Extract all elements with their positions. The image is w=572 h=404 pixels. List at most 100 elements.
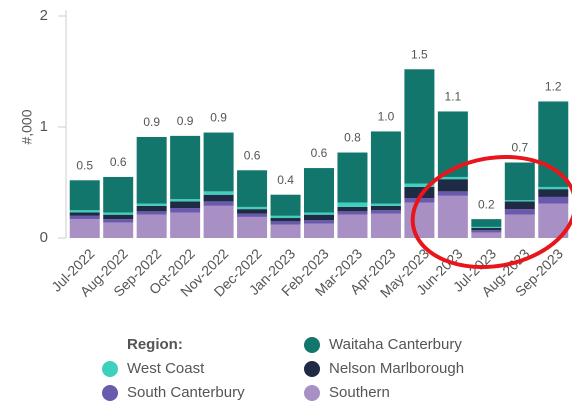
bar-segment	[337, 211, 368, 215]
legend-title: Region:	[127, 336, 183, 353]
bar-segment	[103, 176, 134, 213]
bar-segment	[237, 206, 268, 210]
bar-segment	[504, 201, 535, 210]
legend-swatch	[102, 385, 118, 401]
bar-segment	[203, 205, 234, 238]
bar-segment	[504, 214, 535, 238]
bar-segment	[404, 186, 435, 199]
bar-segment	[337, 206, 368, 212]
bar-segment	[437, 176, 468, 180]
total-label: 0.9	[210, 111, 227, 125]
bar-segment	[337, 152, 368, 203]
y-tick-label: 1	[40, 118, 48, 135]
bar-segment	[103, 212, 134, 215]
total-label: 0.8	[344, 131, 361, 145]
y-tick-label: 0	[40, 229, 48, 246]
bar-segment	[304, 214, 334, 221]
bar-segment	[404, 69, 435, 184]
total-label: 1.1	[445, 90, 462, 104]
y-tick-label: 2	[40, 7, 48, 24]
total-label: 0.5	[76, 158, 93, 172]
total-label: 1.0	[378, 110, 395, 124]
bar-segment	[538, 186, 569, 190]
y-axis-label: #,000	[19, 109, 35, 144]
bar-segment	[337, 202, 368, 207]
legend-label: West Coast	[127, 360, 205, 377]
bar-segment	[538, 196, 569, 204]
bar-segment	[203, 191, 234, 195]
bar-segment	[370, 210, 401, 214]
bar-segment	[370, 131, 401, 204]
bar-segment	[538, 189, 569, 197]
bar-segment	[270, 194, 301, 216]
bar-segment	[103, 214, 134, 220]
bar-segment	[370, 203, 401, 206]
bar-segment	[404, 202, 435, 238]
total-label: 0.9	[177, 114, 194, 128]
bar-segment	[69, 219, 100, 238]
bar-segment	[270, 221, 301, 225]
legend-swatch	[102, 361, 118, 377]
bar-segment	[69, 180, 100, 211]
legend-label: South Canterbury	[127, 384, 245, 401]
bar-segment	[69, 215, 100, 220]
bar-segment	[136, 211, 167, 215]
highlight-ellipse	[410, 154, 572, 270]
bar-segment	[370, 213, 401, 238]
bar-segment	[304, 220, 334, 224]
bar-segment	[304, 212, 334, 215]
bar-segment	[471, 228, 502, 231]
total-label: 0.6	[110, 155, 127, 169]
total-label: 0.2	[478, 197, 495, 211]
bar-segment	[237, 216, 268, 238]
bar-segment	[437, 191, 468, 196]
bar-segment	[471, 219, 502, 227]
bar-segment	[304, 223, 334, 238]
bar-segment	[136, 203, 167, 206]
bar-segment	[504, 200, 535, 202]
bar-segment	[270, 218, 301, 222]
bar-segment	[437, 179, 468, 192]
legend-label: Southern	[329, 384, 390, 401]
bar-segment	[504, 162, 535, 201]
bar-segment	[471, 232, 502, 238]
bar-segment	[504, 209, 535, 215]
bar-segment	[304, 168, 334, 213]
bar-segment	[471, 226, 502, 229]
bar-segment	[103, 219, 134, 223]
bar-segment	[237, 213, 268, 217]
bar-segment	[103, 222, 134, 238]
total-label: 0.6	[244, 148, 261, 162]
bar-segment	[170, 201, 201, 209]
legend-label: Nelson Marlborough	[329, 360, 464, 377]
bar-segment	[270, 215, 301, 219]
bar-segment	[370, 205, 401, 211]
total-label: 1.2	[545, 80, 562, 94]
bar-segment	[404, 183, 435, 187]
total-label: 0.9	[143, 115, 160, 129]
bar-segment	[136, 205, 167, 212]
bar-segment	[136, 136, 167, 204]
bar-segment	[170, 135, 201, 200]
bar-segment	[170, 212, 201, 238]
bar-segment	[270, 224, 301, 238]
legend-swatch	[304, 385, 320, 401]
total-label: 1.5	[411, 47, 428, 61]
bar-segment	[203, 201, 234, 206]
bar-segment	[170, 208, 201, 213]
bar-segment	[471, 230, 502, 233]
total-label: 0.7	[511, 141, 528, 155]
bar-segment	[337, 214, 368, 238]
total-label: 0.6	[311, 146, 328, 160]
bar-segment	[203, 194, 234, 202]
bar-segment	[538, 101, 569, 187]
legend-swatch	[304, 361, 320, 377]
bar-segment	[437, 195, 468, 238]
bar-segment	[237, 170, 268, 207]
legend-label: Waitaha Canterbury	[329, 336, 462, 353]
total-label: 0.4	[277, 173, 294, 187]
bar-segment	[69, 210, 100, 213]
legend-swatch	[304, 337, 320, 353]
bar-segment	[203, 132, 234, 192]
